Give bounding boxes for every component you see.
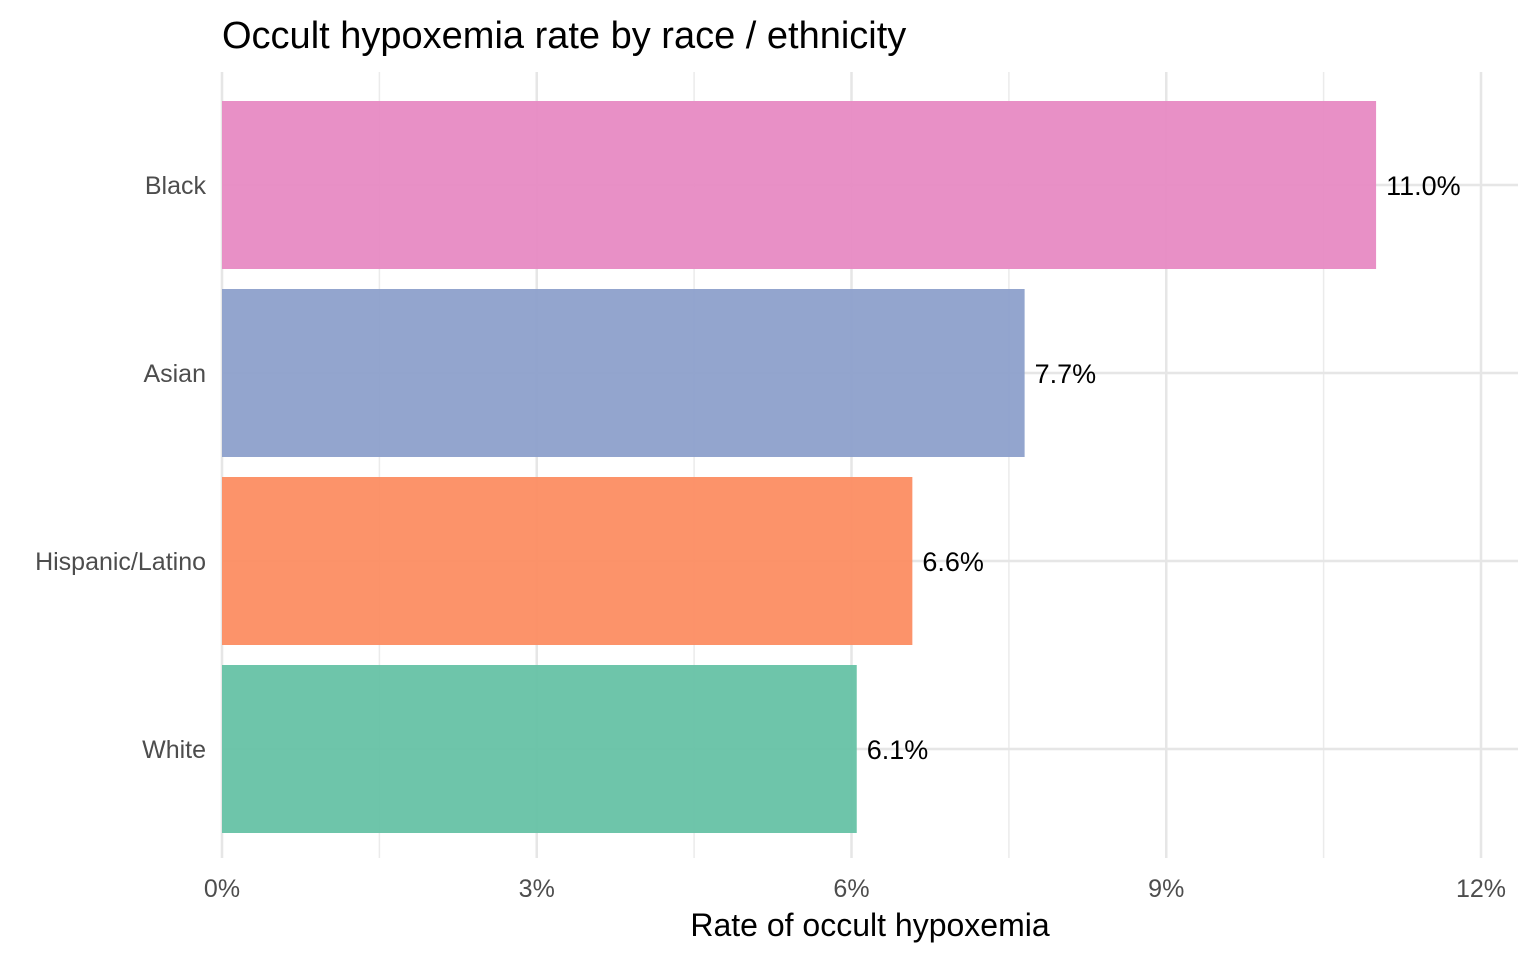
x-tick-label: 6% [833,875,869,903]
x-tick-label: 3% [519,875,555,903]
x-tick-label: 0% [204,875,240,903]
axis-layer: Black Asian Hispanic/Latino White 0% 3% 6% 9% 12… [35,172,1506,903]
chart-title: Occult hypoxemia rate by race / ethnicit… [222,15,906,57]
y-tick-label: Black [145,172,207,200]
labels-layer: 11.0% 7.7% 6.6% 6.1% [867,171,1461,765]
y-tick-label: Asian [143,360,206,388]
bars-layer [222,101,1377,833]
bar-value-label: 7.7% [1035,359,1097,389]
bar-value-label: 6.6% [922,547,984,577]
bar [222,101,1377,269]
bar [222,289,1025,457]
bar-value-label: 11.0% [1386,171,1461,201]
y-tick-label: White [142,736,206,764]
bar-value-label: 6.1% [867,735,929,765]
x-axis-title: Rate of occult hypoxemia [690,907,1050,943]
x-tick-label: 12% [1456,875,1506,903]
bar [222,665,857,833]
x-tick-label: 9% [1148,875,1184,903]
bar [222,477,913,645]
y-tick-label: Hispanic/Latino [35,548,206,576]
